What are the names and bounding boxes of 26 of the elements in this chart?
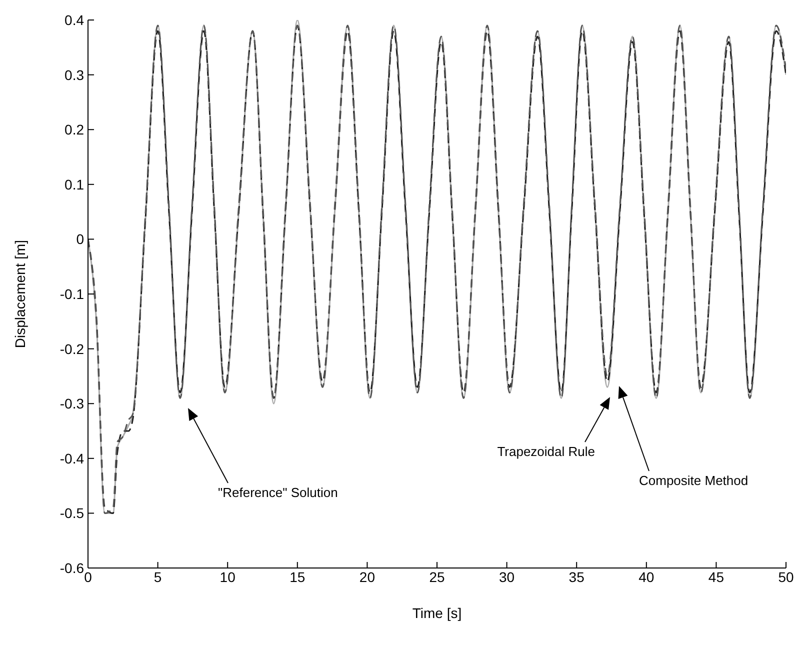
x-axis-title: Time [s] <box>412 605 462 621</box>
x-tick-label: 25 <box>429 568 445 585</box>
y-tick-label: 0.4 <box>64 12 84 28</box>
y-tick-label: -0.3 <box>60 396 84 412</box>
x-tick-label: 40 <box>638 568 654 585</box>
y-tick-label: 0.3 <box>64 66 84 83</box>
y-tick-label: 0.1 <box>64 176 84 192</box>
y-tick-label: -0.4 <box>60 450 84 466</box>
annotation: Trapezoidal Rule <box>497 444 595 459</box>
x-tick-label: 35 <box>568 568 585 585</box>
x-tick-label: 45 <box>708 568 724 585</box>
y-tick-label: -0.1 <box>60 286 84 302</box>
annotation: "Reference" Solution <box>218 485 338 500</box>
x-tick-label: 15 <box>290 568 306 585</box>
x-tick-label: 10 <box>220 568 236 585</box>
annotation: Composite Method <box>639 473 748 488</box>
y-axis-title: Displacement [m] <box>12 240 28 348</box>
x-tick-label: 30 <box>499 568 515 585</box>
y-tick-label: -0.6 <box>60 560 84 576</box>
x-tick-label: 5 <box>154 568 162 585</box>
y-tick-label: -0.5 <box>60 505 84 522</box>
y-tick-label: 0 <box>76 231 84 248</box>
y-tick-label: -0.2 <box>60 340 84 357</box>
x-tick-label: 20 <box>359 568 376 585</box>
y-tick-label: 0.2 <box>64 122 84 138</box>
x-tick-label: 50 <box>778 568 794 585</box>
